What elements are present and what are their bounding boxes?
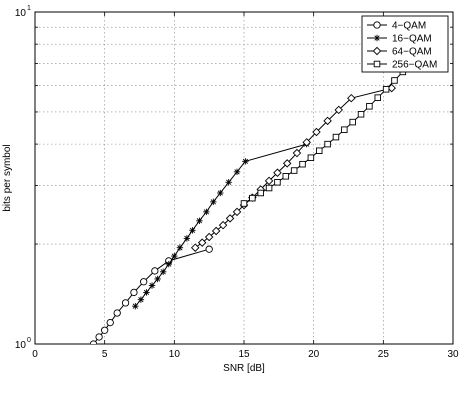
data-point xyxy=(323,116,332,126)
data-point xyxy=(113,309,121,317)
data-point xyxy=(324,140,331,148)
data-point xyxy=(137,296,145,303)
y-tick-exponent: 1 xyxy=(27,5,31,12)
data-point xyxy=(242,158,249,165)
x-tick-label: 0 xyxy=(32,349,38,360)
legend-marker xyxy=(373,34,381,42)
legend-marker xyxy=(372,46,382,56)
data-point xyxy=(217,189,224,197)
data-point xyxy=(382,86,390,93)
data-point xyxy=(240,200,248,207)
data-point xyxy=(165,260,172,268)
data-point xyxy=(203,208,210,216)
legend-marker xyxy=(373,21,381,29)
data-point xyxy=(225,214,235,223)
data-point xyxy=(154,275,161,283)
x-axis-label: SNR [dB] xyxy=(223,363,265,374)
data-point xyxy=(249,194,256,202)
legend-label: 4−QAM xyxy=(392,21,426,32)
data-point xyxy=(391,77,398,84)
data-point xyxy=(233,168,241,176)
data-point xyxy=(95,333,103,341)
data-point xyxy=(183,235,191,242)
data-point xyxy=(211,226,221,236)
legend-label: 64−QAM xyxy=(392,47,432,58)
data-point xyxy=(190,243,200,252)
data-point xyxy=(205,245,213,253)
data-point xyxy=(299,160,306,168)
data-point xyxy=(292,148,302,158)
data-point xyxy=(210,198,217,206)
legend-label: 16−QAM xyxy=(392,34,432,45)
series-line xyxy=(93,248,210,344)
data-point xyxy=(121,299,130,307)
data-point xyxy=(140,278,148,286)
data-point xyxy=(349,118,356,126)
data-point xyxy=(232,207,242,217)
data-point xyxy=(257,189,264,197)
y-tick-label: 10 xyxy=(15,8,27,19)
data-point xyxy=(282,159,292,168)
data-point xyxy=(366,103,373,110)
data-point xyxy=(264,176,274,186)
x-tick-label: 30 xyxy=(447,349,459,360)
legend-marker xyxy=(373,60,381,68)
data-point xyxy=(315,147,323,155)
data-point xyxy=(302,138,311,147)
legend-item: 64−QAM xyxy=(367,47,432,58)
data-point xyxy=(274,179,281,186)
x-tick-label: 20 xyxy=(308,349,320,360)
legend-label: 256−QAM xyxy=(392,60,437,71)
data-point xyxy=(204,232,214,242)
data-point xyxy=(273,168,282,177)
series-circle xyxy=(89,245,213,344)
x-tick-label: 10 xyxy=(169,349,181,360)
legend-item: 4−QAM xyxy=(367,21,426,32)
y-axis-label: bits per symbol xyxy=(2,144,13,211)
data-point xyxy=(282,173,290,180)
data-point xyxy=(189,227,196,234)
data-point xyxy=(218,220,228,230)
data-point xyxy=(130,288,138,297)
x-tick-label: 15 xyxy=(238,349,250,360)
data-point xyxy=(148,282,156,289)
data-point xyxy=(197,238,207,247)
legend-item: 16−QAM xyxy=(367,34,432,45)
y-tick-exponent: 0 xyxy=(27,337,31,344)
data-point xyxy=(106,318,114,327)
data-point xyxy=(290,167,298,174)
legend: 4−QAM 16−QAM 64−QAM 256−QAM xyxy=(361,15,449,73)
data-point xyxy=(101,326,109,334)
data-point xyxy=(196,217,203,225)
data-point xyxy=(341,126,348,133)
data-point xyxy=(132,302,139,310)
data-point xyxy=(176,244,184,251)
data-point xyxy=(307,154,315,161)
data-point xyxy=(347,93,356,103)
data-point xyxy=(225,179,232,186)
data-point xyxy=(374,94,382,101)
data-point xyxy=(143,289,150,296)
data-point xyxy=(334,105,343,115)
data-point xyxy=(89,340,98,344)
y-tick-label: 10 xyxy=(15,340,27,351)
series-lines xyxy=(89,30,448,344)
data-point xyxy=(357,111,365,118)
x-tick-label: 5 xyxy=(102,349,108,360)
data-point xyxy=(151,267,159,275)
data-point xyxy=(332,133,340,141)
data-point xyxy=(265,184,273,192)
data-point xyxy=(171,252,178,260)
data-point xyxy=(159,268,167,275)
data-point xyxy=(312,127,321,137)
x-tick-label: 25 xyxy=(378,349,390,360)
legend-item: 256−QAM xyxy=(367,60,437,71)
